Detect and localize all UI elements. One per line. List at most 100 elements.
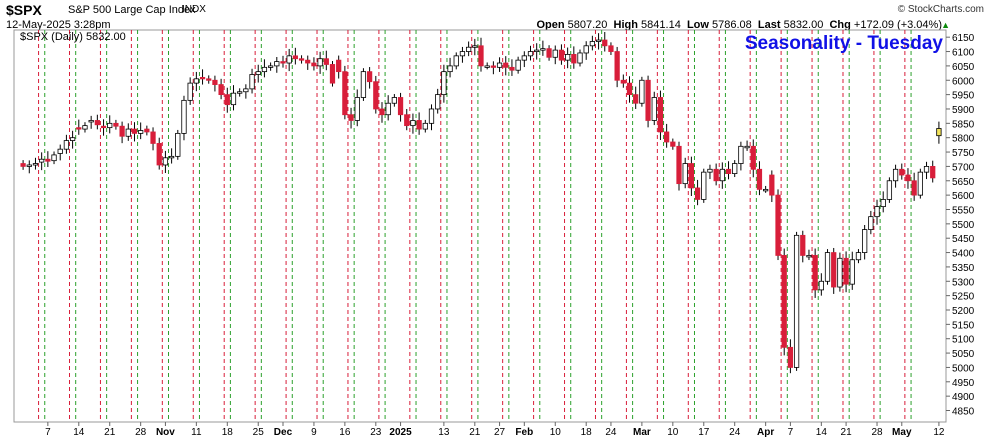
candle-body bbox=[521, 55, 527, 61]
y-tick-label: 5000 bbox=[952, 363, 975, 374]
up-arrow-icon: ▲ bbox=[941, 20, 950, 30]
candle-body bbox=[323, 58, 329, 65]
candle-body bbox=[806, 255, 812, 258]
candle-body bbox=[292, 55, 298, 60]
y-tick-label: 5850 bbox=[952, 119, 975, 130]
x-tick-label: 23 bbox=[370, 427, 382, 438]
y-tick-label: 4850 bbox=[952, 407, 975, 418]
candle-body bbox=[69, 137, 76, 141]
y-tick-label: 5400 bbox=[952, 249, 975, 260]
y-tick-label: 5800 bbox=[952, 134, 975, 145]
candle-body bbox=[45, 158, 51, 162]
candle-body bbox=[534, 49, 540, 53]
candle-body bbox=[880, 199, 886, 208]
y-tick-label: 5200 bbox=[952, 306, 975, 317]
chart-title: Seasonality - Tuesday bbox=[745, 33, 944, 54]
candle-body bbox=[459, 51, 466, 57]
candle-body bbox=[509, 66, 515, 71]
y-axis: 4850 4900 4950 5000 5050 5100 5150 5200 5250 5300… bbox=[946, 33, 975, 418]
candle-body bbox=[76, 127, 82, 130]
candle-body bbox=[750, 145, 756, 170]
candle-body bbox=[107, 122, 113, 129]
candle-body bbox=[329, 64, 336, 84]
candle-body bbox=[719, 168, 725, 182]
candle-body bbox=[267, 65, 274, 68]
candle-body bbox=[571, 54, 577, 64]
candle-body bbox=[465, 46, 472, 52]
change-value: +172.09 (+3.04%) bbox=[853, 19, 942, 31]
candle-body bbox=[51, 154, 57, 162]
x-tick-label: 25 bbox=[253, 427, 265, 438]
candle-body bbox=[156, 143, 162, 166]
candle-body bbox=[255, 71, 261, 75]
x-tick-label: 12 bbox=[933, 427, 945, 438]
candle-body bbox=[496, 62, 503, 68]
x-tick-label: 21 bbox=[104, 427, 116, 438]
candle-body bbox=[756, 168, 763, 190]
y-tick-label: 5600 bbox=[952, 191, 975, 202]
x-tick-label: 24 bbox=[605, 427, 617, 438]
candles bbox=[20, 32, 942, 374]
chart-legend: $SPX (Daily) 5832.00 bbox=[20, 31, 126, 43]
symbol-label: $SPX bbox=[6, 2, 42, 18]
candle-body bbox=[243, 88, 249, 93]
candle-body bbox=[187, 82, 193, 101]
candle-body bbox=[138, 130, 144, 134]
candle-body bbox=[175, 132, 181, 157]
candle-body bbox=[342, 71, 348, 116]
candle-body bbox=[336, 59, 342, 73]
candle-body bbox=[298, 58, 305, 61]
x-tick-label: 18 bbox=[222, 427, 234, 438]
y-tick-label: 5550 bbox=[952, 205, 975, 216]
candle-body bbox=[620, 79, 626, 84]
open-label: Open bbox=[536, 19, 565, 31]
candle-body bbox=[490, 65, 497, 68]
x-tick-label: 10 bbox=[667, 427, 679, 438]
candle-body bbox=[261, 66, 268, 73]
x-tick-label: 10 bbox=[550, 427, 562, 438]
x-tick-label: 28 bbox=[135, 427, 147, 438]
candle-body bbox=[849, 259, 855, 285]
security-name: S&P 500 Large Cap Index bbox=[68, 4, 196, 16]
x-tick-label: 14 bbox=[816, 427, 828, 438]
candle-body bbox=[688, 163, 695, 189]
credit-label: © StockCharts.com bbox=[897, 4, 984, 15]
candle-body bbox=[905, 174, 911, 182]
candle-body bbox=[645, 79, 651, 121]
open-value: 5807.20 bbox=[567, 19, 608, 31]
x-tick-label: 13 bbox=[438, 427, 450, 438]
candle-body bbox=[583, 45, 589, 54]
candle-body bbox=[484, 65, 490, 68]
candle-body bbox=[676, 145, 682, 185]
quote-line: Open 5807.20 High 5841.14 Low 5786.08 La… bbox=[536, 19, 942, 31]
candle-body bbox=[565, 54, 571, 61]
x-tick-label: Feb bbox=[515, 427, 533, 438]
candle-body bbox=[837, 257, 843, 288]
candle-body bbox=[428, 108, 435, 124]
x-tick-label: 7 bbox=[788, 427, 794, 438]
candle-body bbox=[787, 346, 794, 368]
candle-body bbox=[404, 114, 410, 127]
candle-body bbox=[311, 62, 317, 67]
x-axis: 7 14 21 28 Nov 11 18 25 Dec 9 16 23 2025 13 21 27 Feb 10 1… bbox=[45, 422, 945, 438]
candle-body bbox=[843, 257, 849, 285]
candle-body bbox=[113, 122, 119, 127]
y-tick-label: 5700 bbox=[952, 162, 975, 173]
candle-body bbox=[230, 92, 237, 106]
x-tick-label: 21 bbox=[469, 427, 481, 438]
candle-body bbox=[595, 39, 602, 42]
candle-body bbox=[305, 59, 311, 64]
candle-body bbox=[818, 280, 824, 291]
candle-body bbox=[546, 48, 552, 58]
candle-body bbox=[707, 168, 713, 173]
candle-body bbox=[206, 78, 212, 81]
candle-body bbox=[150, 131, 156, 144]
y-tick-label: 6050 bbox=[952, 62, 975, 73]
candle-body bbox=[478, 45, 484, 67]
x-tick-label: 24 bbox=[729, 427, 741, 438]
candle-body bbox=[855, 252, 862, 261]
change-label: Chg bbox=[829, 19, 851, 31]
plot-area bbox=[13, 29, 947, 423]
candle-body bbox=[694, 187, 701, 200]
